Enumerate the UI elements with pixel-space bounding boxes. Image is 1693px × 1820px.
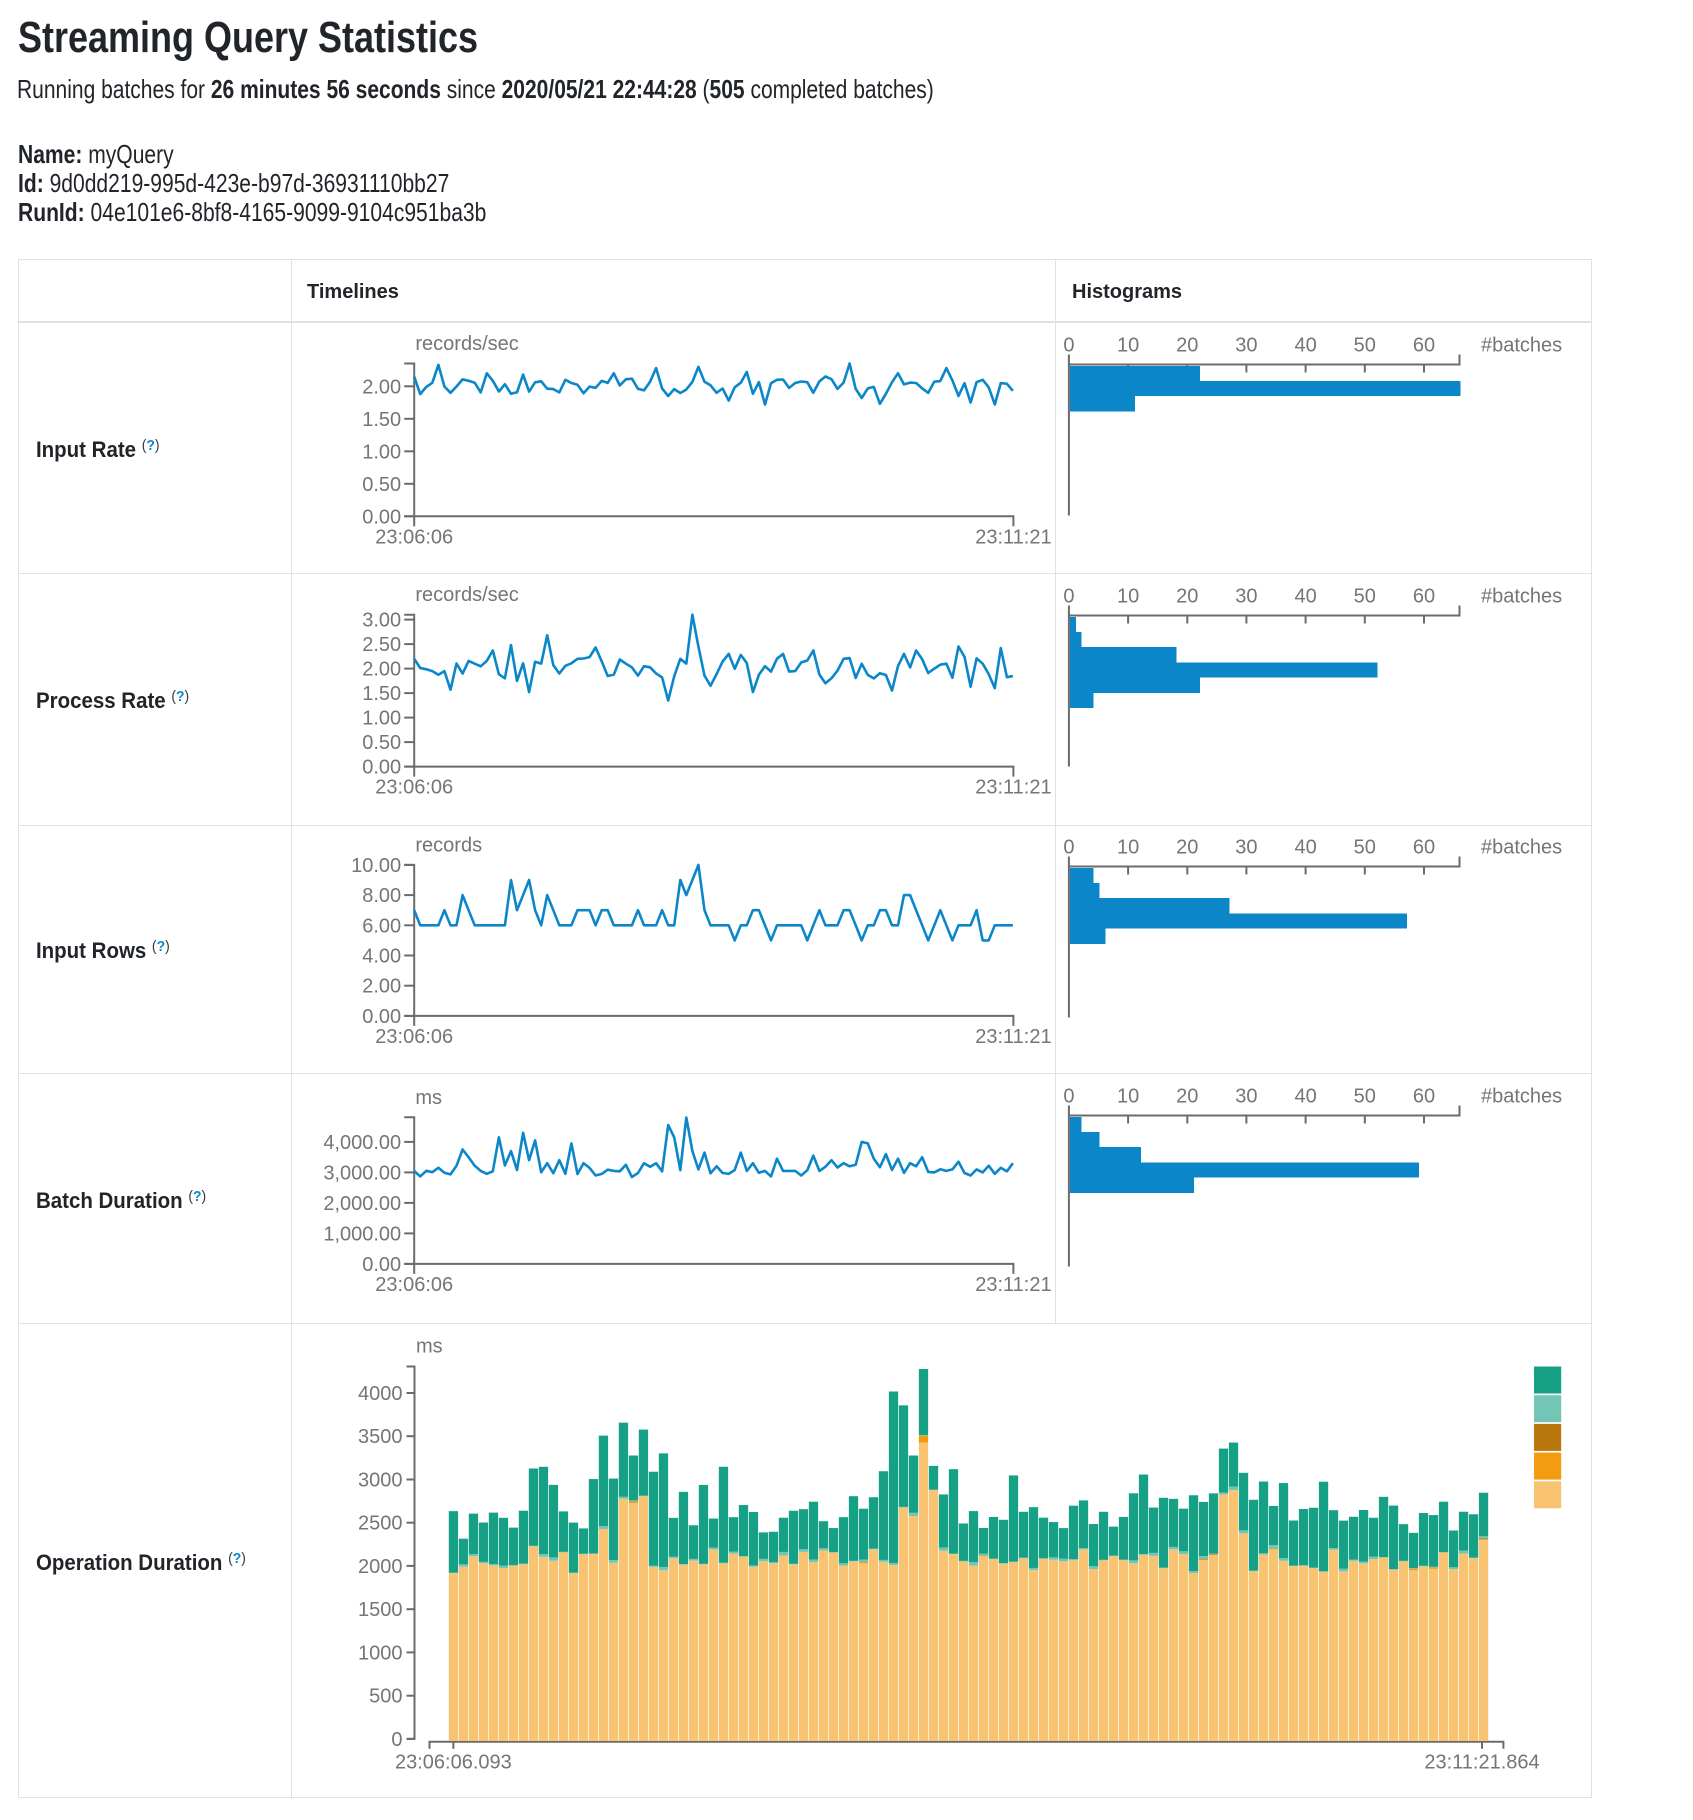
svg-text:40: 40: [1294, 334, 1316, 356]
svg-text:60: 60: [1413, 1085, 1435, 1107]
svg-text:30: 30: [1235, 334, 1257, 356]
svg-text:40: 40: [1294, 1085, 1316, 1107]
svg-text:40: 40: [1294, 836, 1316, 858]
svg-text:2000: 2000: [358, 1555, 403, 1577]
svg-text:0.50: 0.50: [362, 732, 401, 754]
svg-text:60: 60: [1413, 585, 1435, 607]
svg-text:20: 20: [1176, 334, 1198, 356]
svg-text:2.50: 2.50: [362, 634, 401, 656]
svg-text:ms: ms: [415, 1086, 442, 1108]
svg-text:50: 50: [1354, 1085, 1376, 1107]
svg-text:10: 10: [1117, 585, 1139, 607]
svg-text:1.00: 1.00: [362, 441, 401, 463]
svg-text:#batches: #batches: [1481, 836, 1562, 858]
svg-text:10.00: 10.00: [351, 854, 401, 876]
svg-text:1.00: 1.00: [362, 707, 401, 729]
svg-text:23:06:06: 23:06:06: [375, 1273, 453, 1295]
svg-text:40: 40: [1294, 585, 1316, 607]
svg-text:20: 20: [1176, 1085, 1198, 1107]
svg-text:records/sec: records/sec: [415, 584, 518, 606]
svg-text:0: 0: [1063, 836, 1074, 858]
svg-text:10: 10: [1117, 836, 1139, 858]
svg-text:10: 10: [1117, 334, 1139, 356]
svg-text:3,000.00: 3,000.00: [323, 1162, 401, 1184]
svg-text:records: records: [415, 834, 482, 856]
svg-text:60: 60: [1413, 836, 1435, 858]
svg-text:500: 500: [369, 1685, 402, 1707]
svg-text:2,000.00: 2,000.00: [323, 1192, 401, 1214]
svg-text:2.00: 2.00: [362, 975, 401, 997]
svg-text:23:06:06.093: 23:06:06.093: [395, 1751, 512, 1773]
svg-text:2.00: 2.00: [362, 658, 401, 680]
svg-text:2500: 2500: [358, 1512, 403, 1534]
svg-text:records/sec: records/sec: [415, 333, 518, 355]
svg-text:8.00: 8.00: [362, 885, 401, 907]
svg-text:23:06:06: 23:06:06: [375, 1025, 453, 1047]
svg-text:3500: 3500: [358, 1426, 403, 1448]
svg-text:23:11:21: 23:11:21: [975, 776, 1051, 798]
svg-text:30: 30: [1235, 585, 1257, 607]
svg-text:1.50: 1.50: [362, 408, 401, 430]
svg-text:0.00: 0.00: [362, 756, 401, 778]
svg-text:10: 10: [1117, 1085, 1139, 1107]
svg-text:4,000.00: 4,000.00: [323, 1131, 401, 1153]
svg-text:0: 0: [1063, 334, 1074, 356]
svg-text:1.50: 1.50: [362, 683, 401, 705]
svg-text:23:06:06: 23:06:06: [375, 776, 453, 798]
svg-text:0: 0: [391, 1728, 402, 1750]
svg-text:23:11:21: 23:11:21: [975, 526, 1051, 548]
svg-text:50: 50: [1354, 334, 1376, 356]
svg-text:1000: 1000: [358, 1642, 403, 1664]
svg-text:23:06:06: 23:06:06: [375, 526, 453, 548]
svg-text:4.00: 4.00: [362, 945, 401, 967]
svg-text:23:11:21: 23:11:21: [975, 1025, 1051, 1047]
svg-text:50: 50: [1354, 836, 1376, 858]
svg-text:30: 30: [1235, 1085, 1257, 1107]
svg-text:#batches: #batches: [1481, 585, 1562, 607]
svg-text:0.50: 0.50: [362, 473, 401, 495]
svg-text:#batches: #batches: [1481, 1085, 1562, 1107]
svg-text:0: 0: [1063, 1085, 1074, 1107]
svg-text:2.00: 2.00: [362, 376, 401, 398]
svg-text:30: 30: [1235, 836, 1257, 858]
svg-text:ms: ms: [416, 1335, 443, 1357]
svg-text:4000: 4000: [358, 1383, 403, 1405]
svg-text:6.00: 6.00: [362, 915, 401, 937]
svg-text:0: 0: [1063, 585, 1074, 607]
svg-text:23:11:21: 23:11:21: [975, 1273, 1051, 1295]
svg-text:0.00: 0.00: [362, 1005, 401, 1027]
svg-text:20: 20: [1176, 836, 1198, 858]
svg-text:1,000.00: 1,000.00: [323, 1223, 401, 1245]
svg-text:1500: 1500: [358, 1599, 403, 1621]
svg-text:60: 60: [1413, 334, 1435, 356]
svg-text:0.00: 0.00: [362, 1253, 401, 1275]
svg-text:3.00: 3.00: [362, 609, 401, 631]
svg-text:3000: 3000: [358, 1469, 403, 1491]
svg-text:50: 50: [1354, 585, 1376, 607]
svg-text:#batches: #batches: [1481, 334, 1562, 356]
svg-text:20: 20: [1176, 585, 1198, 607]
svg-text:23:11:21.864: 23:11:21.864: [1424, 1751, 1539, 1773]
svg-text:0.00: 0.00: [362, 506, 401, 528]
